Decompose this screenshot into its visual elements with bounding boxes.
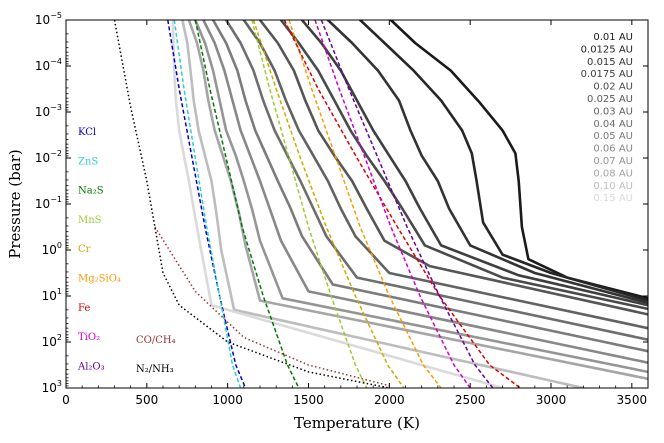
profile-line-0-05-au	[211, 20, 648, 353]
legend-entry-0-05-au: 0.05 AU	[593, 131, 633, 142]
legend-entry-0-04-au: 0.04 AU	[593, 119, 633, 130]
condensation-label-co-ch4: CO/CH₄	[136, 335, 176, 346]
legend-entry-0-03-au: 0.03 AU	[593, 106, 633, 117]
curves-group	[113, 20, 648, 388]
profile-line-0-0175-au	[300, 20, 648, 307]
x-tick-label: 2000	[374, 393, 405, 407]
condensation-curve-cr	[252, 20, 405, 388]
x-tick-label: 0	[62, 393, 70, 407]
profile-line-0-02-au	[279, 20, 648, 311]
condensation-curve-zns	[173, 20, 242, 388]
legend-entry-0-08-au: 0.08 AU	[593, 168, 633, 179]
legend-entry-0-025-au: 0.025 AU	[587, 94, 633, 105]
profile-line-0-0125-au	[358, 20, 648, 302]
condensation-curve-na-s	[194, 20, 300, 388]
condensation-curve-mg-sio	[288, 20, 442, 388]
condensation-curve-tio	[314, 20, 471, 388]
profile-line-0-06-au	[202, 20, 648, 364]
condensation-label-zns: ZnS	[78, 156, 98, 167]
profile-line-0-01-au	[389, 20, 648, 300]
y-tick-label: 103	[42, 379, 62, 395]
y-tick-label: 101	[42, 287, 62, 303]
condensation-curve-co-ch	[154, 226, 390, 387]
condensation-curve-mns	[251, 20, 368, 388]
condensation-label-n2-nh3: N₂/NH₃	[136, 364, 174, 375]
profile-line-0-10-au	[181, 20, 585, 388]
x-axis-label: Temperature (K)	[294, 414, 420, 432]
y-axis-label: Pressure (bar)	[6, 149, 24, 258]
condensation-label-al-o: Al₂O₃	[77, 361, 105, 372]
y-tick-label: 10−1	[35, 195, 62, 211]
x-tick-label: 500	[135, 393, 158, 407]
condensation-label-fe: Fe	[78, 303, 90, 314]
condensation-label-cr: Cr	[78, 244, 91, 255]
condensation-label-kcl: KCl	[78, 127, 96, 138]
condensation-curve-al-o	[320, 20, 494, 388]
x-axis: 0 500 1000 1500 2000 2500 3000 3500	[62, 20, 647, 407]
condensation-label-mns: MnS	[78, 215, 102, 226]
condensation-curve-kcl	[167, 20, 247, 388]
legend-entry-0-0175-au: 0.0175 AU	[581, 69, 633, 80]
x-tick-label: 3500	[617, 393, 648, 407]
y-tick-label: 10−5	[35, 11, 62, 27]
condensation-curve-n-nh	[113, 20, 390, 388]
condensation-label-mg-sio: Mg₂SiO₄	[78, 274, 121, 285]
legend-entry-0-01-au: 0.01 AU	[593, 32, 633, 43]
condensation-curve-fe	[283, 20, 521, 388]
legend-entry-0-0125-au: 0.0125 AU	[581, 44, 633, 55]
y-axis: 10−5 10−4 10−3 10−2 10−1 100 101 102 103	[35, 11, 648, 395]
profile-line-0-07-au	[194, 20, 648, 374]
legend-entry-0-07-au: 0.07 AU	[593, 156, 633, 167]
y-tick-label: 102	[42, 333, 62, 349]
legend-entry-0-10-au: 0.10 AU	[593, 181, 633, 192]
y-tick-label: 10−4	[35, 57, 62, 73]
legend-entry-0-02-au: 0.02 AU	[593, 82, 633, 93]
profile-line-0-08-au	[187, 20, 648, 381]
plot-area	[66, 20, 648, 388]
x-tick-label: 3000	[536, 393, 567, 407]
profile-line-0-03-au	[242, 20, 648, 330]
legend-entry-0-06-au: 0.06 AU	[593, 144, 633, 155]
x-tick-label: 1500	[293, 393, 324, 407]
x-tick-label: 1000	[212, 393, 243, 407]
condensation-labels: KCl ZnS Na₂S MnS Cr Mg₂SiO₄ Fe TiO₂ Al₂O₃ CO/CH₄ N…	[77, 127, 176, 375]
y-tick-label: 100	[42, 241, 62, 257]
condensation-label-tio: TiO₂	[78, 332, 100, 343]
legend-entry-0-15-au: 0.15 AU	[593, 193, 633, 204]
condensation-label-na-s: Na₂S	[78, 186, 104, 197]
y-tick-label: 10−3	[35, 103, 62, 119]
legend: 0.01 AU0.0125 AU 0.015 AU0.0175 AU 0.02 AU…	[581, 32, 633, 204]
legend-entry-0-015-au: 0.015 AU	[587, 57, 633, 68]
profile-line-0-04-au	[224, 20, 648, 341]
y-tick-label: 10−2	[35, 149, 62, 165]
x-tick-label: 2500	[455, 393, 486, 407]
profile-line-0-015-au	[326, 20, 648, 305]
